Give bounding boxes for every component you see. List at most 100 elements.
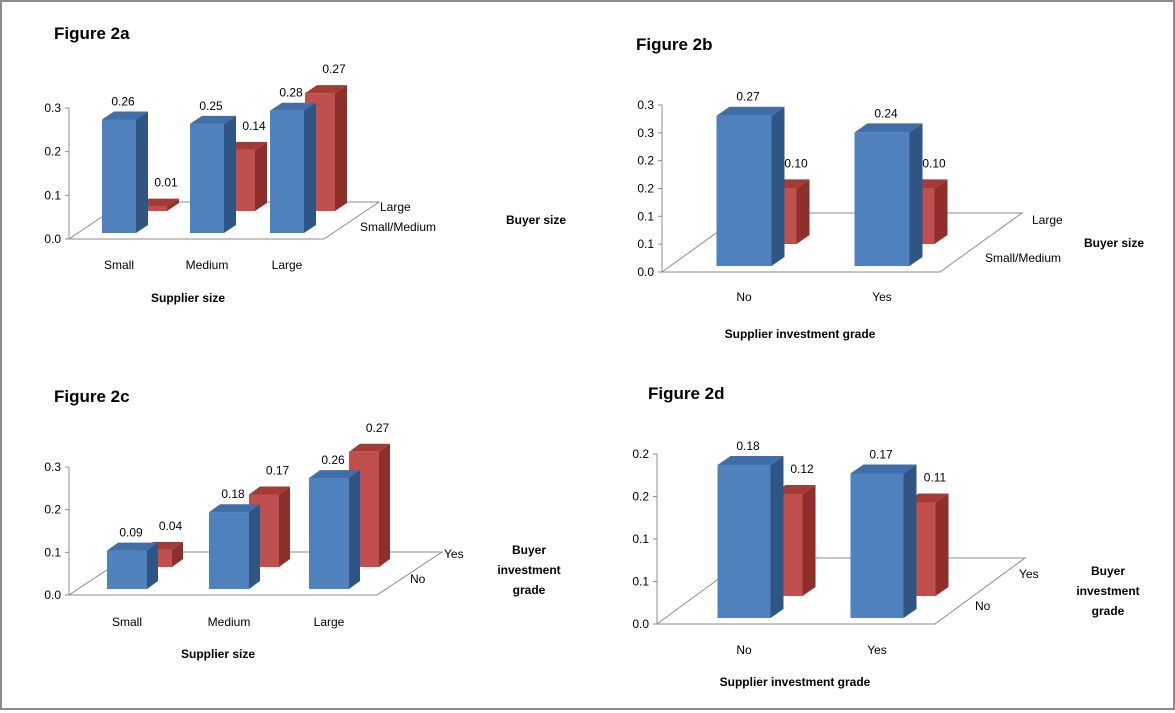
- y-tick-label: 0.0: [44, 588, 61, 602]
- front-bar-front: [107, 550, 147, 589]
- figure-2b: Figure 2b 0.0 0.1 0.1 0.2 0.2 0.3 0.3 No Yes Smal…: [636, 35, 1144, 341]
- front-bar-top: [717, 456, 784, 465]
- front-bar-side: [909, 123, 923, 267]
- figure-2c-xlabel: Supplier size: [181, 647, 255, 661]
- y-tick-label: 0.1: [44, 545, 61, 559]
- x-tick-label: Medium: [208, 615, 251, 629]
- figure-2b-depth-label: Buyer size: [1084, 236, 1144, 250]
- front-bar-label: 0.24: [874, 106, 898, 120]
- front-bar: [716, 106, 785, 266]
- y-tick-label: 0.0: [632, 617, 649, 631]
- depth-title-line: Buyer: [512, 543, 546, 557]
- front-bar-label: 0.17: [869, 448, 893, 462]
- back-bar-label: 0.10: [922, 156, 946, 170]
- front-bar-front: [716, 115, 772, 266]
- y-tick-label: 0.3: [637, 126, 654, 140]
- y-tick-label: 0.0: [637, 265, 654, 279]
- back-bar-front: [137, 206, 167, 211]
- front-bar-label: 0.28: [279, 86, 303, 100]
- y-tick-label: 0.1: [632, 532, 649, 546]
- back-bar-side: [802, 485, 816, 596]
- figure-2b-xlabel: Supplier investment grade: [725, 327, 876, 341]
- x-tick-label: Large: [272, 258, 303, 272]
- floor-outline: [655, 557, 1027, 625]
- depth-title-line: grade: [513, 583, 546, 597]
- front-bar-side: [249, 504, 260, 589]
- front-bar: [717, 456, 784, 618]
- back-bar-label: 0.17: [266, 463, 290, 477]
- front-bar-label: 0.26: [321, 453, 345, 467]
- front-bar-side: [903, 464, 917, 618]
- front-bar: [270, 102, 316, 233]
- back-bar-side: [796, 179, 810, 244]
- back-bar-side: [934, 179, 948, 244]
- back-bar-label: 0.04: [159, 519, 183, 533]
- front-bar-top: [270, 102, 316, 111]
- y-tick-label: 0.1: [637, 237, 654, 251]
- depth-tick-label: Small/Medium: [360, 220, 436, 234]
- front-bar-top: [309, 470, 360, 479]
- back-bar-label: 0.10: [784, 156, 808, 170]
- figure-2a-xlabel: Supplier size: [151, 291, 225, 305]
- front-bar: [102, 111, 148, 233]
- figure-2d-depth-label: Buyer investment grade: [1076, 564, 1139, 618]
- front-bar-label: 0.26: [111, 94, 135, 108]
- x-tick-label: No: [736, 290, 752, 304]
- depth-tick-label: Small/Medium: [985, 251, 1061, 265]
- front-bar-top: [716, 106, 785, 116]
- x-tick-label: Medium: [186, 258, 229, 272]
- depth-tick-label: Yes: [444, 547, 464, 561]
- back-bar-side: [335, 85, 347, 211]
- front-bar-side: [147, 542, 158, 589]
- back-bar-top: [305, 85, 347, 94]
- front-bar-front: [270, 110, 304, 233]
- front-bar: [209, 504, 260, 589]
- back-bar-label: 0.27: [322, 62, 346, 76]
- y-tick-label: 0.2: [637, 154, 654, 168]
- figure-2d-title: Figure 2d: [648, 384, 725, 403]
- y-tick-label: 0.1: [637, 209, 654, 223]
- front-bar-front: [854, 132, 910, 266]
- y-tick-label: 0.3: [637, 98, 654, 112]
- depth-tick-label: Large: [380, 200, 411, 214]
- figure-2c-title: Figure 2c: [54, 387, 130, 406]
- y-tick-label: 0.0: [44, 232, 61, 246]
- back-bar-side: [279, 486, 290, 567]
- front-bar: [190, 115, 236, 233]
- floor-outline: [660, 212, 1024, 273]
- back-bar-side: [255, 141, 267, 211]
- back-bar-top: [249, 486, 290, 495]
- front-bar-top: [107, 542, 158, 551]
- back-bar-label: 0.01: [154, 176, 178, 190]
- back-bar-side: [167, 198, 179, 211]
- front-bar-label: 0.09: [119, 526, 143, 540]
- x-tick-label: Large: [314, 615, 345, 629]
- front-bar-front: [309, 478, 349, 589]
- x-tick-label: Yes: [867, 643, 887, 657]
- front-bar-front: [850, 473, 904, 618]
- depth-tick-label: No: [410, 572, 426, 586]
- depth-title-line: investment: [497, 563, 560, 577]
- front-bar-front: [717, 465, 771, 618]
- y-tick-label: 0.3: [44, 101, 61, 115]
- x-tick-label: Small: [104, 258, 134, 272]
- front-bar-side: [349, 470, 360, 589]
- depth-title-line: grade: [1092, 604, 1125, 618]
- y-tick-label: 0.2: [44, 145, 61, 159]
- figure-2c: Figure 2c 0.0 0.1 0.2 0.3 Small Medium Large No…: [44, 387, 560, 661]
- depth-title-line: investment: [1076, 584, 1139, 598]
- depth-tick-label: Yes: [1019, 567, 1039, 581]
- front-bar-top: [850, 464, 917, 474]
- front-bar-side: [224, 115, 236, 233]
- figure-2a: Figure 2a 0.0 0.1 0.2 0.3 Small Medium Large Sm…: [44, 24, 566, 305]
- figure-2c-depth-label: Buyer investment grade: [497, 543, 560, 597]
- front-bar: [854, 123, 923, 267]
- figure-2a-depth-label: Buyer size: [506, 213, 566, 227]
- figure-2d-xlabel: Supplier investment grade: [720, 675, 871, 689]
- front-bar: [850, 464, 917, 618]
- x-tick-label: No: [736, 643, 752, 657]
- back-bar-label: 0.14: [242, 119, 266, 133]
- front-bar: [107, 542, 158, 589]
